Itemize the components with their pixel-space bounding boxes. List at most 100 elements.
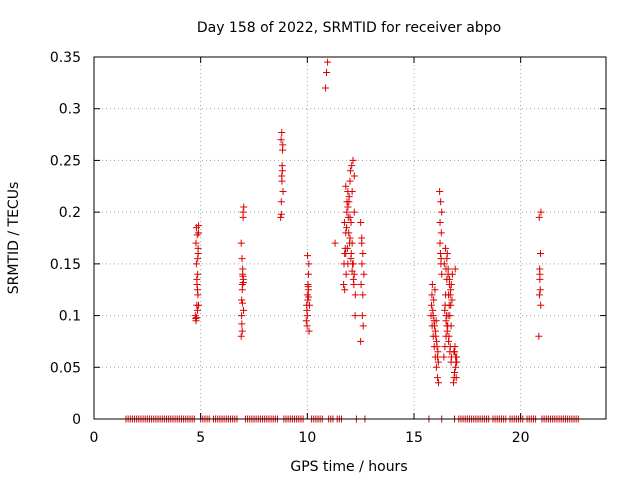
data-point — [358, 239, 366, 247]
data-point — [345, 229, 353, 237]
data-point — [537, 301, 545, 309]
data-point — [445, 291, 453, 299]
data-point — [357, 337, 365, 345]
data-point — [348, 187, 356, 195]
data-point — [440, 353, 448, 361]
x-axis-label: GPS time / hours — [290, 459, 407, 475]
data-point — [535, 291, 543, 299]
y-tick-label: 0.15 — [50, 257, 81, 273]
data-point — [342, 182, 350, 190]
data-point — [304, 296, 312, 304]
data-point — [331, 239, 339, 247]
data-point — [433, 343, 441, 351]
data-point — [305, 327, 313, 335]
data-point — [359, 291, 367, 299]
data-point — [452, 353, 460, 361]
data-point — [535, 213, 543, 221]
data-point — [428, 281, 436, 289]
data-point — [431, 286, 439, 294]
data-point — [447, 286, 455, 294]
data-point — [448, 296, 456, 304]
data-point — [238, 320, 246, 328]
data-point — [239, 265, 247, 273]
data-point — [239, 213, 247, 221]
data-point — [240, 203, 248, 211]
data-point — [453, 358, 461, 366]
axis-tick-labels: 0 5 10 15 20 0 0.05 0.1 0.15 0.2 0.25 0.3 0.35 — [50, 50, 530, 446]
data-point — [192, 224, 200, 232]
data-point — [237, 332, 245, 340]
data-point — [350, 172, 358, 180]
data-point — [342, 250, 350, 258]
data-point — [194, 291, 202, 299]
data-point — [277, 198, 285, 206]
data-point — [323, 69, 331, 77]
axis-ticks — [93, 56, 606, 420]
data-point — [428, 291, 436, 299]
data-point — [436, 187, 444, 195]
data-point — [340, 281, 348, 289]
data-point — [305, 301, 313, 309]
data-point — [537, 250, 545, 258]
data-point — [438, 208, 446, 216]
chart-title: Day 158 of 2022, SRMTID for receiver abp… — [197, 20, 501, 36]
data-point — [346, 177, 354, 185]
data-point — [324, 58, 332, 66]
data-point — [358, 312, 366, 320]
data-point — [193, 275, 201, 283]
data-point — [437, 229, 445, 237]
data-point — [350, 208, 358, 216]
data-point — [277, 213, 285, 221]
data-point — [192, 260, 200, 268]
data-point — [302, 317, 310, 325]
data-point — [445, 332, 453, 340]
data-point — [344, 203, 352, 211]
data-point — [344, 260, 352, 268]
data-point — [344, 213, 352, 221]
data-point — [443, 275, 451, 283]
data-point — [238, 312, 246, 320]
data-point — [192, 314, 200, 322]
data-point — [345, 193, 353, 201]
data-point — [192, 315, 200, 323]
data-point — [360, 270, 368, 278]
y-axis-label: SRMTID / TECUs — [6, 182, 22, 295]
data-point — [451, 348, 459, 356]
data-point — [433, 353, 441, 361]
x-tick-label: 0 — [90, 430, 99, 446]
data-point — [238, 327, 246, 335]
data-point — [537, 208, 545, 216]
data-point — [429, 312, 437, 320]
data-point — [447, 322, 455, 330]
data-point — [359, 322, 367, 330]
data-point — [278, 177, 286, 185]
data-point — [343, 244, 351, 252]
data-point — [446, 312, 454, 320]
data-point — [359, 250, 367, 258]
data-point — [444, 270, 452, 278]
data-point — [237, 239, 245, 247]
data-point — [238, 299, 246, 307]
data-point — [349, 156, 357, 164]
y-tick-label: 0 — [72, 412, 81, 428]
data-point — [277, 210, 285, 218]
data-point — [449, 379, 457, 387]
y-tick-label: 0.3 — [59, 102, 81, 118]
y-tick-label: 0.1 — [59, 309, 81, 325]
data-point — [195, 301, 203, 309]
data-point — [436, 239, 444, 247]
data-point — [343, 224, 351, 232]
data-point — [348, 162, 356, 170]
y-tick-label: 0.25 — [50, 153, 81, 169]
data-point — [238, 296, 246, 304]
data-point — [341, 286, 349, 294]
data-point — [358, 260, 366, 268]
data-point — [430, 296, 438, 304]
data-point — [347, 255, 355, 263]
data-point — [193, 306, 201, 314]
data-point — [346, 167, 354, 175]
data-point — [447, 301, 455, 309]
x-tick-label: 20 — [512, 430, 530, 446]
